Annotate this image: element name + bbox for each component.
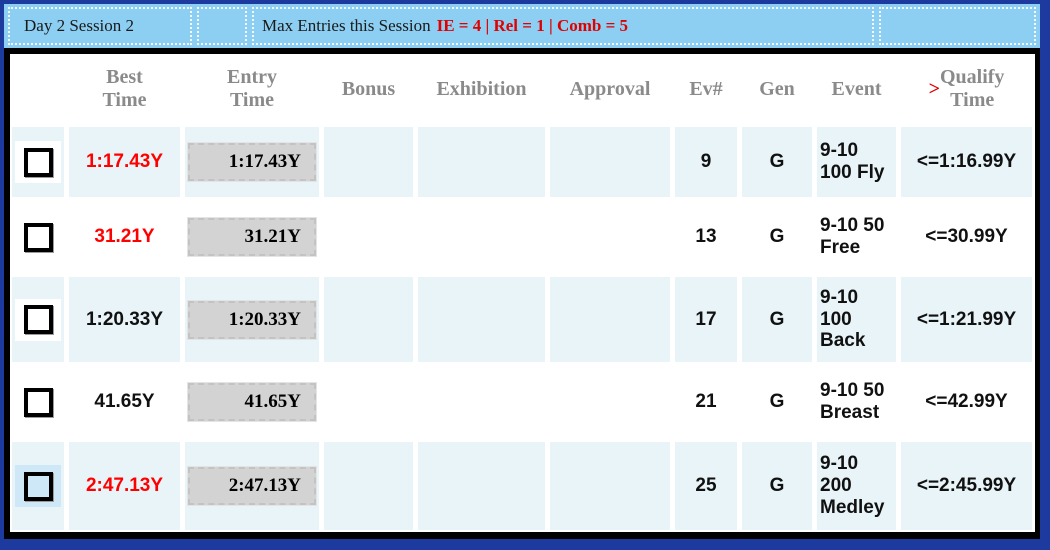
exhibition-header: Exhibition <box>418 56 545 122</box>
entry-time-button[interactable]: 31.21Y <box>187 217 317 257</box>
qualify-sort-indicator: > <box>928 77 940 100</box>
select-cell <box>12 277 64 362</box>
approval-cell[interactable] <box>550 367 670 437</box>
max-entries-values: IE = 4 | Rel = 1 | Comb = 5 <box>436 16 629 35</box>
qualify-time-header: > Qualify Time <box>901 56 1032 122</box>
qualify-time: <=1:21.99Y <box>901 277 1032 362</box>
exhibition-cell[interactable] <box>418 367 545 437</box>
event-number: 21 <box>675 367 737 437</box>
bonus-cell[interactable] <box>324 367 413 437</box>
gender: G <box>742 367 812 437</box>
qualify-time: <=30.99Y <box>901 202 1032 272</box>
entry-time-button[interactable]: 1:20.33Y <box>187 299 317 340</box>
checkbox-patch <box>15 141 61 183</box>
event-header: Event <box>817 56 896 122</box>
best-time-header: Best Time <box>69 56 180 122</box>
best-time: 1:17.43Y <box>69 127 180 197</box>
checkbox-patch <box>15 381 61 423</box>
approval-header: Approval <box>550 56 670 122</box>
bonus-cell[interactable] <box>324 127 413 197</box>
row-checkbox[interactable] <box>23 387 53 417</box>
best-time: 31.21Y <box>69 202 180 272</box>
qualify-time: <=2:45.99Y <box>901 442 1032 530</box>
checkbox-patch <box>15 298 61 341</box>
event-number: 25 <box>675 442 737 530</box>
entry-time-cell: 31.21Y <box>185 202 319 272</box>
header-spacer-cell <box>197 7 247 45</box>
entry-time-button[interactable]: 1:17.43Y <box>187 142 317 182</box>
gender: G <box>742 277 812 362</box>
qualify-time: <=1:16.99Y <box>901 127 1032 197</box>
exhibition-cell[interactable] <box>418 277 545 362</box>
select-column-header <box>12 56 64 122</box>
bonus-cell[interactable] <box>324 277 413 362</box>
best-time: 41.65Y <box>69 367 180 437</box>
exhibition-cell[interactable] <box>418 202 545 272</box>
entry-time-button[interactable]: 2:47.13Y <box>187 466 317 506</box>
entry-time-cell: 1:17.43Y <box>185 127 319 197</box>
approval-cell[interactable] <box>550 442 670 530</box>
event-number: 9 <box>675 127 737 197</box>
event-number: 17 <box>675 277 737 362</box>
event-name: 9-10 50 Free <box>817 202 896 272</box>
entry-time-cell: 41.65Y <box>185 367 319 437</box>
best-time: 2:47.13Y <box>69 442 180 530</box>
select-cell <box>12 442 64 530</box>
header-filler-cell <box>879 7 1036 45</box>
qualify-time: <=42.99Y <box>901 367 1032 437</box>
gender-header: Gen <box>742 56 812 122</box>
select-cell <box>12 202 64 272</box>
entry-time-header: Entry Time <box>185 56 319 122</box>
gender: G <box>742 127 812 197</box>
best-time: 1:20.33Y <box>69 277 180 362</box>
checkbox-patch <box>15 216 61 258</box>
qualify-header-label: Qualify Time <box>939 66 1005 111</box>
entry-time-button[interactable]: 41.65Y <box>187 382 317 422</box>
bonus-cell[interactable] <box>324 202 413 272</box>
select-cell <box>12 367 64 437</box>
gender: G <box>742 202 812 272</box>
approval-cell[interactable] <box>550 277 670 362</box>
row-checkbox[interactable] <box>23 471 53 501</box>
select-cell <box>12 127 64 197</box>
entries-panel: Best Time Entry Time Bonus Exhibition Ap… <box>4 48 1040 539</box>
event-name: 9-10 100 Back <box>817 277 896 362</box>
event-name: 9-10 50 Breast <box>817 367 896 437</box>
session-header-bar: Day 2 Session 2 Max Entries this Session… <box>4 4 1040 48</box>
entry-time-cell: 2:47.13Y <box>185 442 319 530</box>
approval-cell[interactable] <box>550 202 670 272</box>
exhibition-cell[interactable] <box>418 442 545 530</box>
event-name: 9-10 100 Fly <box>817 127 896 197</box>
session-label: Day 2 Session 2 <box>8 7 192 45</box>
max-entries-label: Max Entries this Session <box>262 16 431 35</box>
row-checkbox[interactable] <box>23 222 53 252</box>
checkbox-patch <box>15 465 61 507</box>
exhibition-cell[interactable] <box>418 127 545 197</box>
approval-cell[interactable] <box>550 127 670 197</box>
row-checkbox[interactable] <box>23 305 53 334</box>
entry-time-cell: 1:20.33Y <box>185 277 319 362</box>
event-name: 9-10 200 Medley <box>817 442 896 530</box>
event-number-header: Ev# <box>675 56 737 122</box>
bonus-cell[interactable] <box>324 442 413 530</box>
bonus-header: Bonus <box>324 56 413 122</box>
entries-table: Best Time Entry Time Bonus Exhibition Ap… <box>10 54 1035 532</box>
gender: G <box>742 442 812 530</box>
event-number: 13 <box>675 202 737 272</box>
max-entries-cell: Max Entries this Session IE = 4 | Rel = … <box>252 7 874 45</box>
row-checkbox[interactable] <box>23 147 53 177</box>
